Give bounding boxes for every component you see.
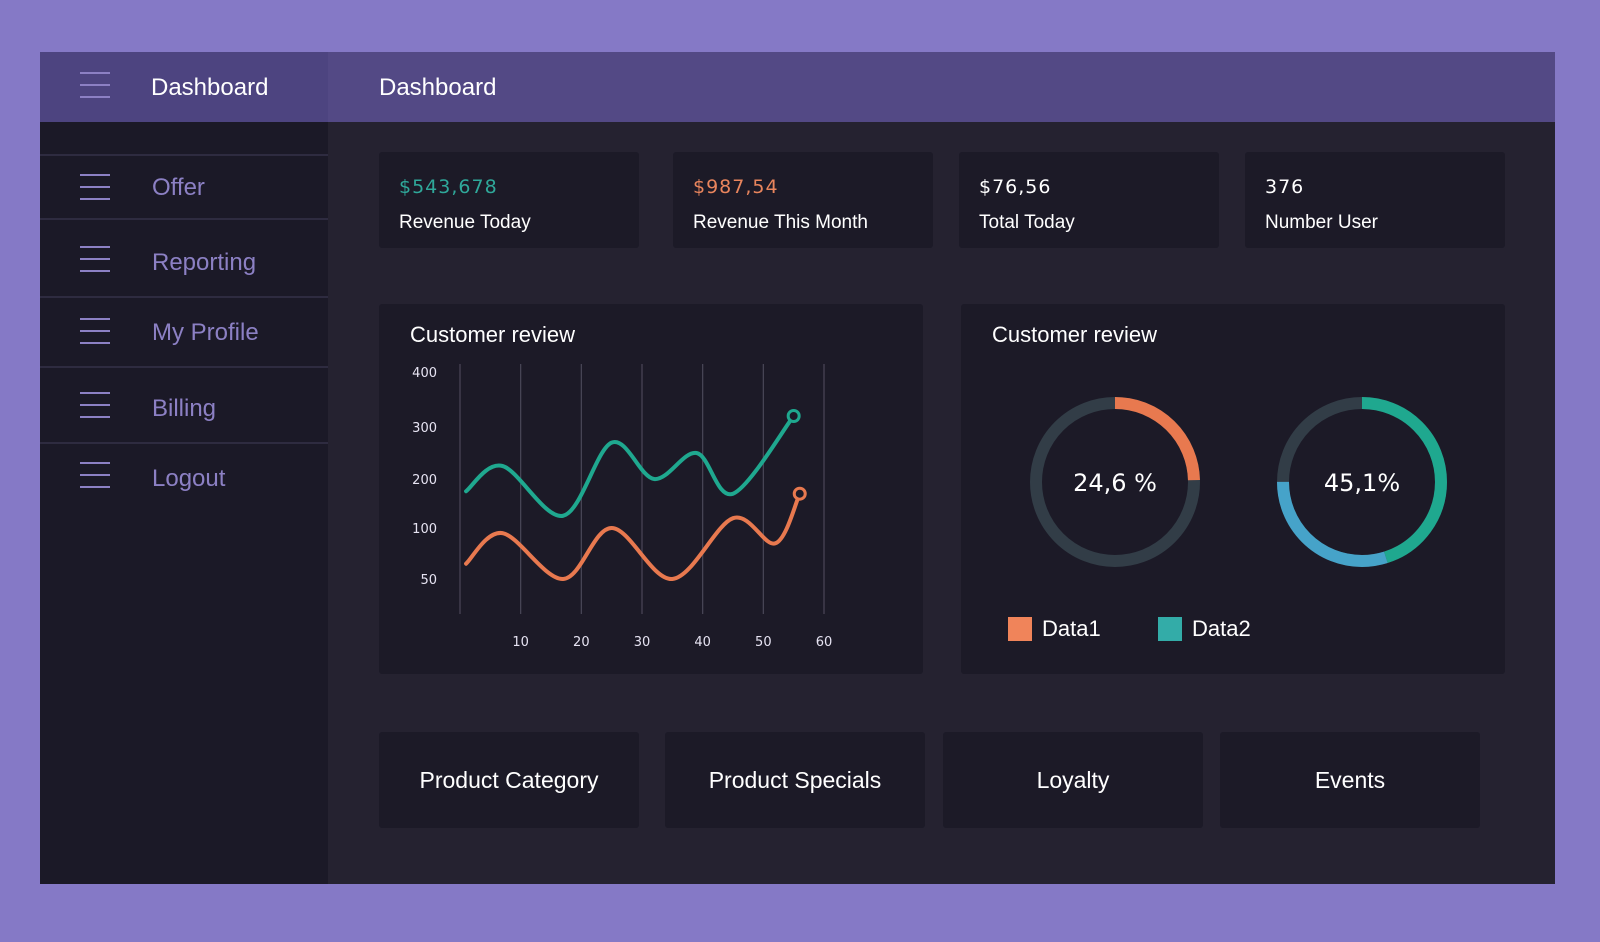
donut-chart-panel: Customer review 24,6 % 45,1% Data1 Data2 <box>961 304 1505 674</box>
menu-toggle-icon[interactable] <box>80 70 110 100</box>
legend-label: Data1 <box>1042 616 1101 641</box>
donut-segment-1 <box>1030 397 1200 567</box>
y-tick-label: 400 <box>412 366 437 381</box>
x-tick-label: 50 <box>755 635 772 650</box>
events-button[interactable]: Events <box>1220 732 1480 828</box>
panel-title: Customer review <box>992 322 1158 347</box>
legend-swatch <box>1158 617 1182 641</box>
product-specials-button[interactable]: Product Specials <box>665 732 925 828</box>
page-title: Dashboard <box>379 74 497 101</box>
loyalty-button[interactable]: Loyalty <box>943 732 1203 828</box>
menu-icon <box>80 244 110 274</box>
line-chart-panel: Customer review 10 20 30 40 50 60 50 100 200 300 4… <box>379 304 923 674</box>
stat-card-number-user: 376 Number User <box>1245 152 1505 248</box>
menu-icon <box>80 316 110 346</box>
y-tick-label: 300 <box>412 421 437 436</box>
x-tick-label: 20 <box>573 635 590 650</box>
stat-label: Total Today <box>979 212 1075 233</box>
sidebar-item-label: Billing <box>152 395 217 422</box>
series-line-1 <box>464 414 796 518</box>
stat-label: Revenue Today <box>399 212 531 233</box>
stat-value: $543,678 <box>399 176 498 198</box>
series-endpoint-2 <box>792 486 807 501</box>
top-bar: Dashboard Dashboard <box>40 52 1555 122</box>
y-tick-label: 200 <box>412 473 437 488</box>
sidebar: Offer Reporting My Profile Billing Logou… <box>40 122 328 884</box>
sidebar-item-my-profile[interactable]: My Profile <box>40 296 328 366</box>
sidebar-item-offer[interactable]: Offer <box>40 154 328 218</box>
stat-value: $76,56 <box>979 176 1052 198</box>
x-tick-label: 10 <box>512 635 529 650</box>
sidebar-item-label: Logout <box>152 465 226 492</box>
x-tick-label: 60 <box>816 635 833 650</box>
legend-item-data1: Data1 <box>1008 616 1101 642</box>
y-tick-label: 100 <box>412 522 437 537</box>
stat-value: $987,54 <box>693 176 779 198</box>
stat-value: 376 <box>1265 176 1305 198</box>
donut-segment-2-b <box>1277 397 1447 567</box>
donut-chart: 24,6 % 45,1% <box>1030 397 1447 567</box>
menu-icon <box>80 390 110 420</box>
x-tick-label: 40 <box>694 635 711 650</box>
stat-card-revenue-month: $987,54 Revenue This Month <box>673 152 933 248</box>
sidebar-item-billing[interactable]: Billing <box>40 366 328 442</box>
brand-area: Dashboard <box>40 52 328 122</box>
legend-item-data2: Data2 <box>1158 616 1251 642</box>
sidebar-item-logout[interactable]: Logout <box>40 442 328 514</box>
stat-label: Revenue This Month <box>693 212 868 233</box>
sidebar-item-label: Reporting <box>152 249 257 276</box>
donut-segment-2 <box>1277 397 1447 567</box>
menu-icon <box>80 460 110 490</box>
series-endpoint-1 <box>786 409 801 423</box>
series-line-2 <box>464 491 802 582</box>
product-category-button[interactable]: Product Category <box>379 732 639 828</box>
donut-label: 24,6 % <box>1073 469 1157 497</box>
stat-card-total-today: $76,56 Total Today <box>959 152 1219 248</box>
panel-title: Customer review <box>410 322 576 347</box>
donut-label: 45,1% <box>1324 469 1400 497</box>
x-tick-label: 30 <box>634 635 651 650</box>
legend-swatch <box>1008 617 1032 641</box>
stat-label: Number User <box>1265 212 1378 233</box>
sidebar-item-label: My Profile <box>152 319 259 346</box>
line-chart: 10 20 30 40 50 60 50 100 200 300 400 <box>412 364 833 650</box>
legend-label: Data2 <box>1192 616 1251 641</box>
sidebar-item-label: Offer <box>152 174 205 201</box>
brand-title: Dashboard <box>151 74 269 101</box>
menu-icon <box>80 172 110 202</box>
y-tick-label: 50 <box>420 573 437 588</box>
sidebar-item-reporting[interactable]: Reporting <box>40 218 328 296</box>
stat-card-revenue-today: $543,678 Revenue Today <box>379 152 639 248</box>
app-window: Dashboard Dashboard Offer Reporting My P… <box>40 52 1555 884</box>
